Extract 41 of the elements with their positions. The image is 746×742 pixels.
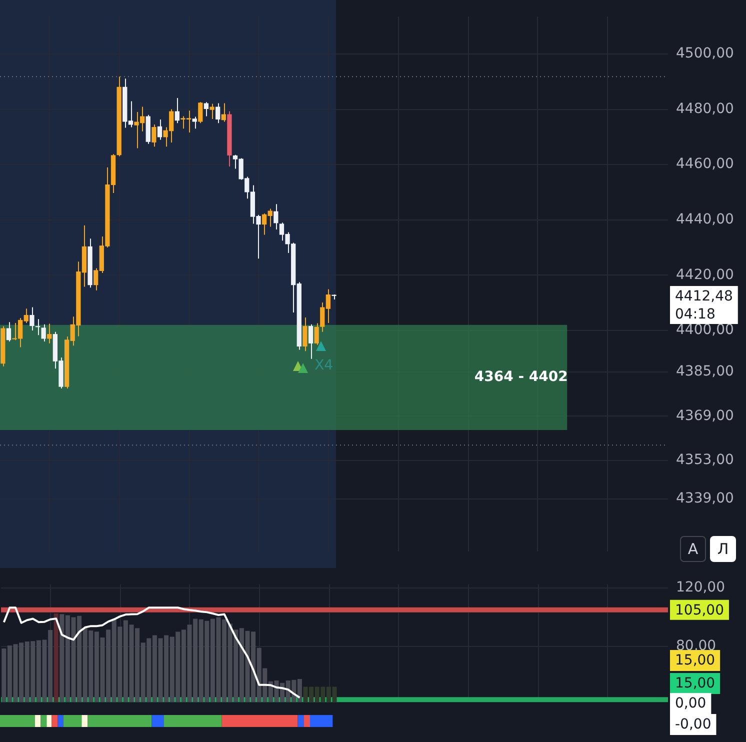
y-tick-label: 4440,00 xyxy=(676,212,734,228)
candlestick xyxy=(35,318,40,336)
y-tick-label: 4385,00 xyxy=(676,364,734,380)
text: 15,00 xyxy=(675,676,716,692)
candlestick xyxy=(308,324,314,360)
y-tick-label: 4339,00 xyxy=(676,490,734,507)
candlestick xyxy=(152,124,156,148)
candlestick xyxy=(302,316,308,352)
y-tick-label: 4369,00 xyxy=(676,408,734,424)
text: Л xyxy=(710,536,736,562)
candlestick xyxy=(221,102,226,122)
candlestick xyxy=(6,322,12,342)
text: A xyxy=(680,536,706,562)
candlestick xyxy=(47,323,52,344)
text: 15,00 xyxy=(675,652,716,669)
y-tick-label: 120,00 xyxy=(676,580,725,596)
candlestick xyxy=(204,102,209,117)
text: 0,00 xyxy=(675,696,706,712)
y-tick-label: 4500,00 xyxy=(676,46,734,62)
candlestick xyxy=(192,116,197,130)
candlestick xyxy=(314,322,319,346)
candlestick xyxy=(41,324,46,342)
y-tick-label: 4460,00 xyxy=(676,156,734,172)
y-tick-label: 4400,00 xyxy=(676,322,734,338)
candlestick xyxy=(210,103,214,120)
candlestick xyxy=(198,102,203,124)
y-tick-label: 80,00 xyxy=(676,638,716,654)
candlestick xyxy=(30,306,34,331)
ref-line-label: 105,00 xyxy=(675,602,724,618)
candlestick xyxy=(274,204,278,230)
y-tick-label: 4420,00 xyxy=(676,266,734,283)
candlestick xyxy=(216,102,220,124)
annotation: X4 xyxy=(314,358,334,374)
candlestick xyxy=(157,119,162,140)
band-label: 4364 - 4402 xyxy=(474,369,568,386)
text: -0,00 xyxy=(675,716,712,733)
y-tick-label: 4480,00 xyxy=(676,100,734,117)
candlestick xyxy=(174,97,180,124)
text: 04:18 xyxy=(675,306,716,323)
y-tick-label: 4353,00 xyxy=(676,452,734,468)
text: 4412,48 xyxy=(675,288,733,305)
